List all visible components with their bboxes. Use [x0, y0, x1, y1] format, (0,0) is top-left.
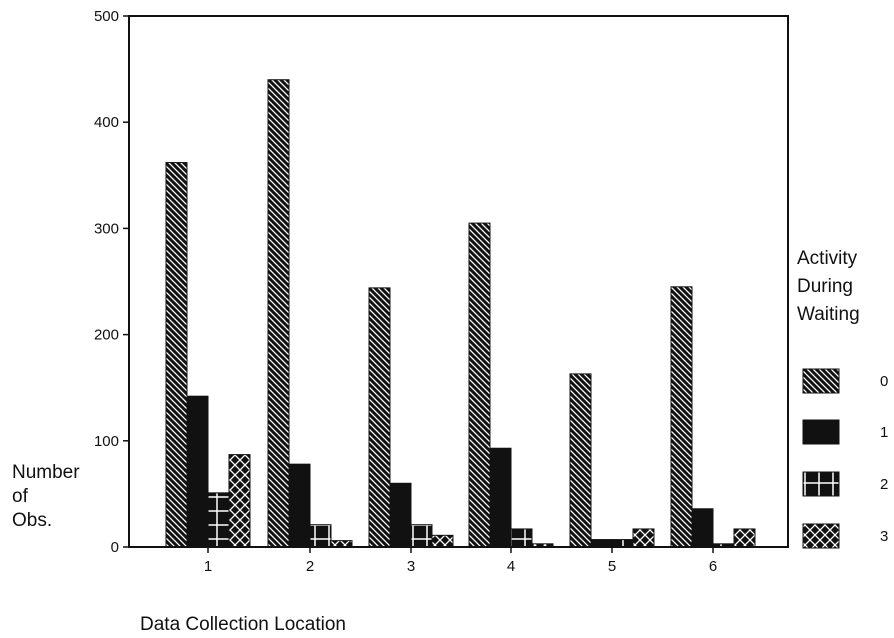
legend-label-2: 2: [880, 476, 888, 493]
bar-loc5-activity3: [632, 528, 655, 548]
plot-frame: [128, 15, 789, 548]
legend-label-3: 3: [880, 528, 888, 545]
y-tick-label: 100: [94, 433, 119, 450]
legend-swatch-3: [802, 523, 840, 549]
bars-layer: [165, 79, 756, 548]
y-axis-label-line-2: of: [12, 486, 29, 507]
bar-loc2-activity0: [267, 79, 290, 548]
bar-loc1-activity1: [186, 395, 209, 548]
legend-title-line-3: Waiting: [797, 304, 860, 325]
y-tick-label: 300: [94, 220, 119, 237]
legend-title-line-1: Activity: [797, 248, 858, 269]
bar-loc3-activity2: [410, 524, 433, 548]
bar-loc4-activity0: [468, 222, 491, 548]
y-axis: 0 100 200 300 400 500: [94, 8, 129, 556]
bar-loc4-activity1: [489, 447, 512, 548]
bar-loc1-activity0: [165, 162, 188, 548]
bar-loc5-activity2: [611, 539, 634, 548]
x-axis-title: Data Collection Location: [140, 614, 346, 635]
bar-loc1-activity2: [207, 492, 230, 548]
x-tick-label: 2: [306, 558, 314, 575]
bar-loc2-activity2: [309, 524, 332, 548]
y-tick-label: 0: [111, 539, 119, 556]
y-tick-label: 400: [94, 114, 119, 131]
bar-loc6-activity0: [670, 286, 693, 548]
bar-loc2-activity1: [288, 463, 311, 548]
legend-title-line-2: During: [797, 276, 853, 297]
legend: 0 1 2 3: [802, 368, 888, 549]
x-tick-label: 6: [709, 558, 717, 575]
legend-label-0: 0: [880, 373, 888, 390]
bar-loc3-activity1: [389, 482, 412, 548]
bar-loc5-activity1: [590, 539, 613, 548]
x-tick-label: 4: [507, 558, 515, 575]
bar-loc3-activity3: [431, 534, 454, 548]
legend-swatch-2: [802, 471, 840, 497]
bar-loc6-activity3: [733, 528, 756, 548]
x-axis: 1 2 3 4 5 6: [204, 547, 717, 575]
bar-loc6-activity1: [691, 508, 714, 548]
y-tick-label: 500: [94, 8, 119, 25]
legend-swatch-0: [802, 368, 840, 394]
y-axis-label-line-1: Number: [12, 462, 80, 483]
x-tick-label: 5: [608, 558, 616, 575]
y-tick-label: 200: [94, 327, 119, 344]
bar-loc3-activity0: [368, 287, 391, 548]
x-tick-label: 1: [204, 558, 212, 575]
bar-loc5-activity0: [569, 373, 592, 548]
legend-swatch-1: [802, 419, 840, 445]
x-tick-label: 3: [407, 558, 415, 575]
bar-loc4-activity2: [510, 528, 533, 548]
y-axis-label-line-3: Obs.: [12, 510, 52, 531]
bar-loc1-activity3: [228, 454, 251, 548]
legend-label-1: 1: [880, 424, 888, 441]
